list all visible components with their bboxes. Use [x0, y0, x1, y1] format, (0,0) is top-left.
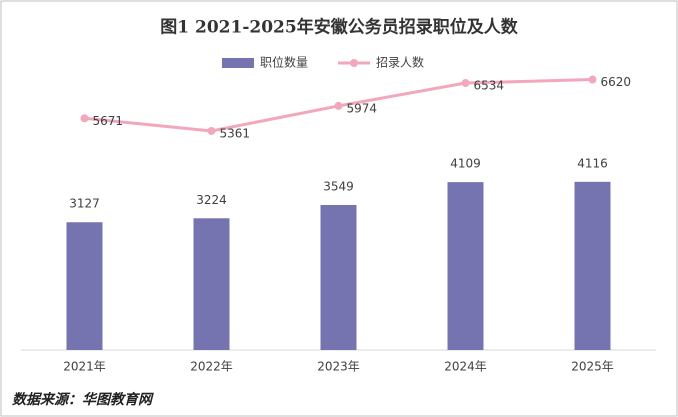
value-label: 5974 — [347, 101, 378, 115]
source-note: 数据来源：华图教育网 — [12, 391, 154, 408]
bar — [320, 204, 357, 350]
line-marker — [334, 101, 343, 110]
value-label: 3127 — [69, 197, 100, 211]
bar — [193, 218, 230, 350]
line-marker — [461, 79, 470, 88]
x-tick-label: 2022年 — [190, 360, 233, 374]
x-tick-label: 2021年 — [63, 360, 106, 374]
value-label: 3549 — [323, 179, 354, 193]
legend-label: 招录人数 — [376, 55, 424, 70]
x-tick-label: 2025年 — [571, 360, 614, 374]
legend-marker — [350, 59, 358, 67]
value-label: 3224 — [196, 193, 227, 207]
x-tick-label: 2023年 — [317, 360, 360, 374]
legend-swatch — [222, 58, 254, 68]
chart-title: 图1 2021-2025年安徽公务员招录职位及人数 — [160, 17, 518, 38]
bar — [574, 181, 611, 350]
value-label: 4109 — [450, 157, 481, 171]
line-marker — [207, 126, 216, 135]
bar — [447, 182, 484, 350]
line-marker — [80, 114, 89, 123]
value-label: 5671 — [93, 114, 124, 128]
x-tick-label: 2024年 — [444, 360, 487, 374]
value-label: 5361 — [220, 126, 251, 140]
value-label: 4116 — [577, 156, 608, 170]
value-label: 6534 — [474, 79, 505, 93]
legend-label: 职位数量 — [260, 55, 308, 70]
bar — [66, 222, 103, 350]
value-label: 6620 — [601, 75, 632, 89]
line-marker — [588, 75, 597, 84]
